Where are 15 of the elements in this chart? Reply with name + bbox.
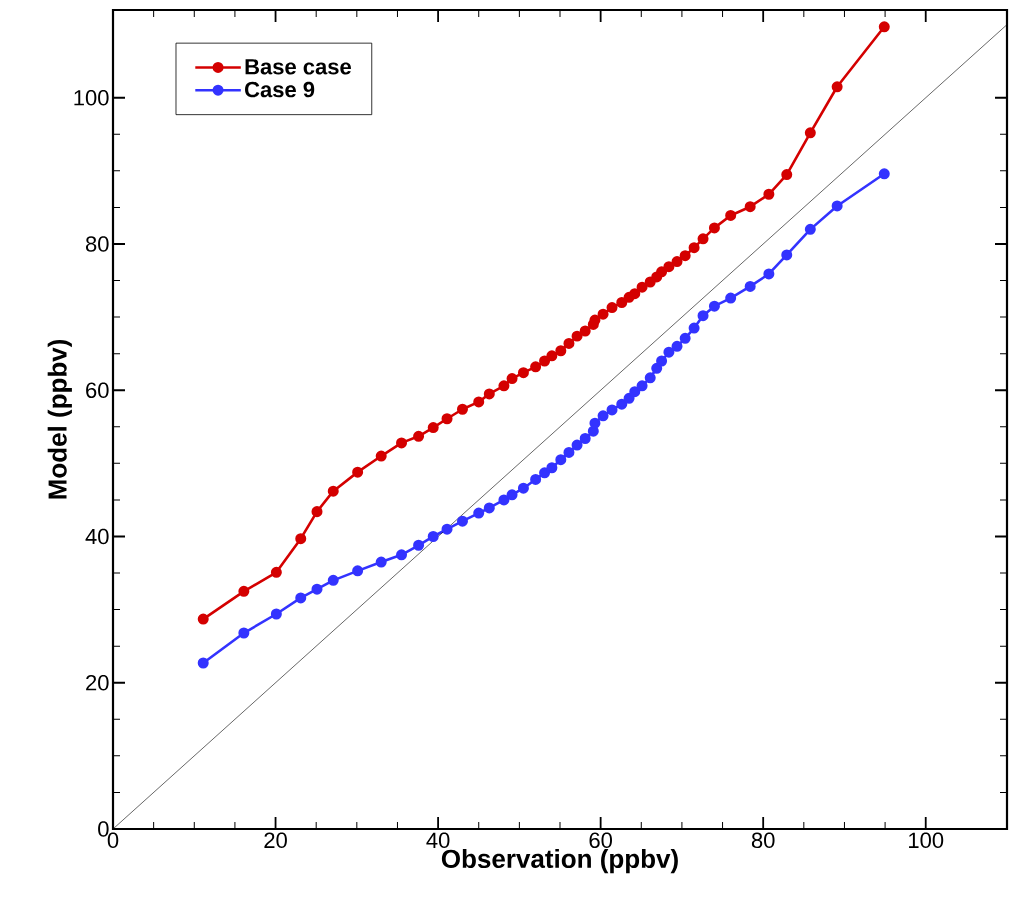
x-tick-label: 100 — [909, 832, 944, 849]
x-axis-title: Observation (ppbv) — [441, 848, 678, 874]
x-tick-label: 20 — [264, 832, 287, 849]
legend-label: Case 9 — [245, 81, 315, 98]
x-tick-label: 40 — [426, 832, 450, 849]
y-tick-label: 20 — [86, 674, 109, 691]
x-tick-label: 60 — [589, 832, 613, 849]
y-axis-title: Model (ppbv) — [47, 339, 72, 499]
y-tick-label: 40 — [85, 528, 109, 545]
y-tick-label: 0 — [98, 821, 109, 837]
y-tick-label: 80 — [85, 236, 109, 252]
y-tick-label: 100 — [74, 89, 109, 106]
y-tick-label: 60 — [86, 382, 109, 399]
x-tick-label: 80 — [751, 832, 775, 849]
legend-label: Base case — [245, 59, 351, 75]
